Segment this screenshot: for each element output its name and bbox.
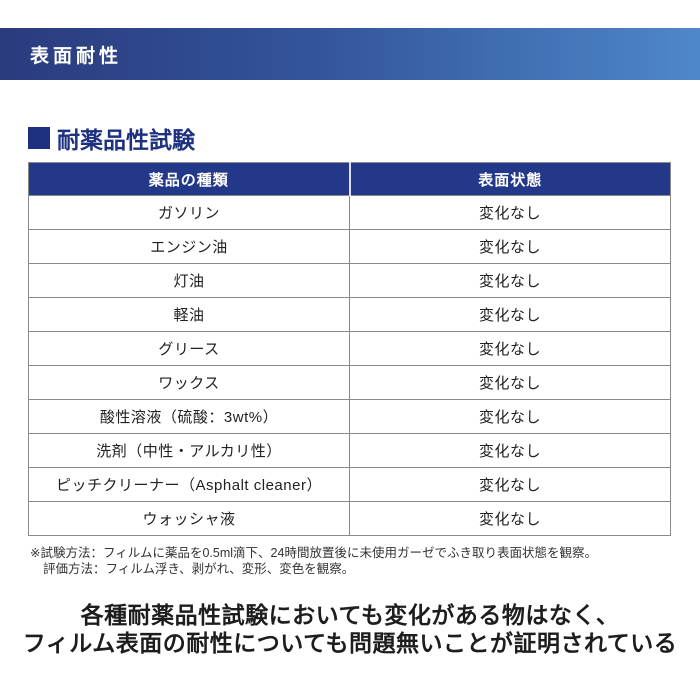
banner-title: 表面耐性 xyxy=(30,45,123,67)
table-row: 洗剤（中性・アルカリ性） 変化なし xyxy=(28,433,671,468)
conclusion-line-1: 各種耐薬品性試験においても変化がある物はなく、 xyxy=(80,602,620,628)
chemical-cell: ワックス xyxy=(28,365,350,400)
section-heading: 耐薬品性試験 xyxy=(28,124,700,153)
table-row: ウォッシャ液 変化なし xyxy=(28,501,671,536)
footnote-evaluation-method: 評価方法：フィルム浮き、剥がれ、変形、変色を観察。 xyxy=(43,561,355,576)
result-cell: 変化なし xyxy=(349,433,671,468)
table-row: エンジン油 変化なし xyxy=(28,229,671,264)
result-cell: 変化なし xyxy=(349,501,671,536)
result-cell: 変化なし xyxy=(349,229,671,264)
chemical-cell: 洗剤（中性・アルカリ性） xyxy=(28,433,350,468)
square-bullet-icon xyxy=(28,127,50,149)
chemical-cell: エンジン油 xyxy=(28,229,350,264)
chemical-cell: 酸性溶液（硫酸：3wt%） xyxy=(28,399,350,434)
section-heading-label: 耐薬品性試験 xyxy=(57,127,195,153)
result-cell: 変化なし xyxy=(349,467,671,502)
table-header-row: 薬品の種類 表面状態 xyxy=(28,162,671,196)
conclusion-statement: 各種耐薬品性試験においても変化がある物はなく、 フィルム表面の耐性についても問題… xyxy=(0,601,700,657)
result-cell: 変化なし xyxy=(349,399,671,434)
column-header-surface-state: 表面状態 xyxy=(348,162,671,196)
table-row: ワックス 変化なし xyxy=(28,365,671,400)
table-row: グリース 変化なし xyxy=(28,331,671,366)
result-cell: 変化なし xyxy=(349,263,671,298)
table-row: ピッチクリーナー（Asphalt cleaner） 変化なし xyxy=(28,467,671,502)
result-cell: 変化なし xyxy=(349,331,671,366)
table-row: 酸性溶液（硫酸：3wt%） 変化なし xyxy=(28,399,671,434)
result-cell: 変化なし xyxy=(349,297,671,332)
page-header-banner: 表面耐性 xyxy=(0,28,700,80)
result-cell: 変化なし xyxy=(349,195,671,230)
column-header-chemical: 薬品の種類 xyxy=(28,162,350,196)
test-method-footnotes: ※試験方法：フィルムに薬品を0.5ml滴下、24時間放置後に未使用ガーゼでふき取… xyxy=(30,546,700,577)
chemical-cell: ウォッシャ液 xyxy=(28,501,350,536)
chemical-cell: グリース xyxy=(28,331,350,366)
table-row: ガソリン 変化なし xyxy=(28,195,671,230)
table-row: 灯油 変化なし xyxy=(28,263,671,298)
table-row: 軽油 変化なし xyxy=(28,297,671,332)
conclusion-line-2: フィルム表面の耐性についても問題無いことが証明されている xyxy=(22,630,678,656)
chemical-cell: ガソリン xyxy=(28,195,350,230)
chemical-cell: 軽油 xyxy=(28,297,350,332)
chemical-cell: ピッチクリーナー（Asphalt cleaner） xyxy=(28,467,350,502)
result-cell: 変化なし xyxy=(349,365,671,400)
footnote-test-method: ※試験方法：フィルムに薬品を0.5ml滴下、24時間放置後に未使用ガーゼでふき取… xyxy=(30,546,597,560)
chemical-cell: 灯油 xyxy=(28,263,350,298)
chemical-resistance-table: 薬品の種類 表面状態 ガソリン 変化なし エンジン油 変化なし 灯油 変化なし … xyxy=(28,162,671,536)
